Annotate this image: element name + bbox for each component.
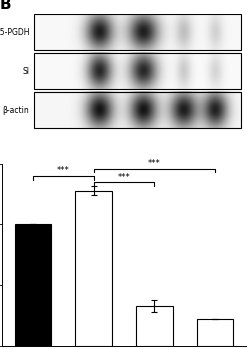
Text: ***: *** <box>118 172 130 181</box>
Text: 15-PGDH: 15-PGDH <box>0 28 29 37</box>
Bar <box>15 224 51 346</box>
Text: β-actin: β-actin <box>2 106 29 114</box>
Bar <box>75 191 112 346</box>
Bar <box>197 319 233 346</box>
Text: B: B <box>0 0 12 12</box>
Bar <box>136 306 173 346</box>
Text: ***: *** <box>57 166 70 176</box>
Text: SI: SI <box>22 67 29 76</box>
Text: ***: *** <box>148 159 161 168</box>
